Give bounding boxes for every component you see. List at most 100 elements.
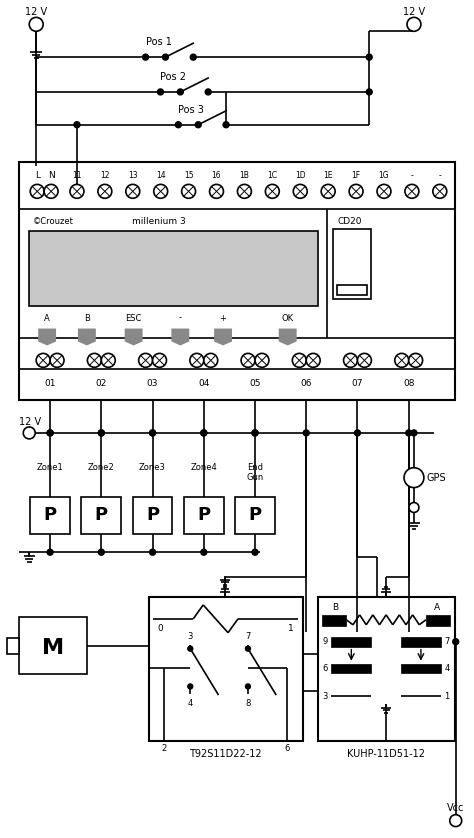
Circle shape [47, 549, 53, 556]
Bar [322, 615, 346, 626]
Text: 12 V: 12 V [403, 8, 425, 18]
Circle shape [87, 354, 101, 367]
Circle shape [98, 549, 104, 556]
Text: B: B [84, 313, 90, 323]
Text: P: P [197, 506, 210, 525]
Circle shape [205, 89, 211, 95]
Text: Zone3: Zone3 [139, 463, 166, 472]
Circle shape [357, 354, 372, 367]
Text: Pos 3: Pos 3 [178, 105, 204, 115]
Text: Pos 1: Pos 1 [146, 37, 172, 47]
Text: Gun: Gun [246, 473, 264, 482]
Polygon shape [279, 328, 297, 345]
Bar [29, 231, 318, 306]
Text: 01: 01 [45, 379, 56, 388]
Bar [8, 638, 19, 654]
Text: 1D: 1D [295, 172, 306, 180]
Circle shape [47, 430, 53, 436]
Circle shape [246, 684, 250, 689]
Circle shape [306, 354, 320, 367]
Text: 05: 05 [249, 379, 261, 388]
Text: 3: 3 [323, 692, 328, 701]
Circle shape [223, 122, 229, 127]
Polygon shape [38, 328, 56, 345]
Polygon shape [214, 328, 232, 345]
Circle shape [98, 184, 112, 199]
Text: P: P [95, 506, 108, 525]
Text: 2: 2 [162, 744, 167, 753]
Bar [426, 615, 450, 626]
Circle shape [252, 430, 258, 436]
Circle shape [201, 430, 207, 436]
Text: millenium 3: millenium 3 [132, 217, 185, 226]
Circle shape [404, 468, 424, 488]
Circle shape [163, 54, 168, 60]
Circle shape [143, 54, 148, 60]
Text: KUHP-11D51-12: KUHP-11D51-12 [347, 749, 425, 759]
Text: 6: 6 [323, 664, 328, 673]
Text: +: + [219, 313, 227, 323]
Text: -: - [410, 172, 413, 180]
Text: 1F: 1F [352, 172, 361, 180]
Circle shape [366, 54, 372, 60]
Circle shape [74, 122, 80, 127]
Text: -: - [179, 313, 182, 323]
Text: 0: 0 [157, 623, 164, 633]
Text: B: B [332, 603, 338, 612]
Bar [30, 497, 70, 535]
Circle shape [157, 89, 164, 95]
Circle shape [70, 184, 84, 199]
Circle shape [405, 184, 419, 199]
Text: CD20: CD20 [337, 217, 362, 226]
Circle shape [50, 354, 64, 367]
Text: A: A [434, 603, 440, 612]
Circle shape [255, 354, 269, 367]
Bar [82, 497, 121, 535]
Circle shape [204, 354, 218, 367]
Text: 4: 4 [444, 664, 449, 673]
Text: 9: 9 [323, 637, 328, 646]
Circle shape [355, 430, 360, 436]
Text: 1: 1 [288, 623, 293, 633]
Circle shape [321, 184, 335, 199]
Polygon shape [172, 328, 189, 345]
Text: 16: 16 [212, 172, 221, 180]
Text: 15: 15 [184, 172, 193, 180]
Bar [401, 637, 441, 647]
Bar [337, 285, 367, 295]
Polygon shape [125, 328, 143, 345]
Polygon shape [78, 328, 96, 345]
Text: 04: 04 [198, 379, 210, 388]
Bar [331, 637, 371, 647]
Text: Zone1: Zone1 [36, 463, 64, 472]
Text: 7: 7 [444, 637, 449, 646]
Bar [19, 162, 455, 400]
Circle shape [406, 430, 412, 436]
Circle shape [98, 430, 104, 436]
Text: OK: OK [282, 313, 294, 323]
Circle shape [303, 430, 309, 436]
Circle shape [98, 430, 104, 436]
Circle shape [195, 122, 201, 127]
Text: 4: 4 [188, 700, 193, 708]
Circle shape [453, 639, 459, 644]
Circle shape [409, 354, 423, 367]
Text: 8: 8 [245, 700, 251, 708]
Circle shape [411, 430, 417, 436]
Circle shape [395, 354, 409, 367]
Circle shape [30, 184, 44, 199]
Text: 1B: 1B [239, 172, 249, 180]
Circle shape [36, 354, 50, 367]
Circle shape [150, 430, 155, 436]
Text: 6: 6 [284, 744, 290, 753]
Circle shape [344, 354, 357, 367]
Circle shape [210, 184, 223, 199]
Text: M: M [42, 638, 64, 658]
Circle shape [182, 184, 196, 199]
Circle shape [150, 430, 155, 436]
Bar [401, 664, 441, 674]
Circle shape [409, 503, 419, 513]
Circle shape [349, 184, 363, 199]
Text: 1G: 1G [379, 172, 389, 180]
Circle shape [188, 684, 193, 689]
